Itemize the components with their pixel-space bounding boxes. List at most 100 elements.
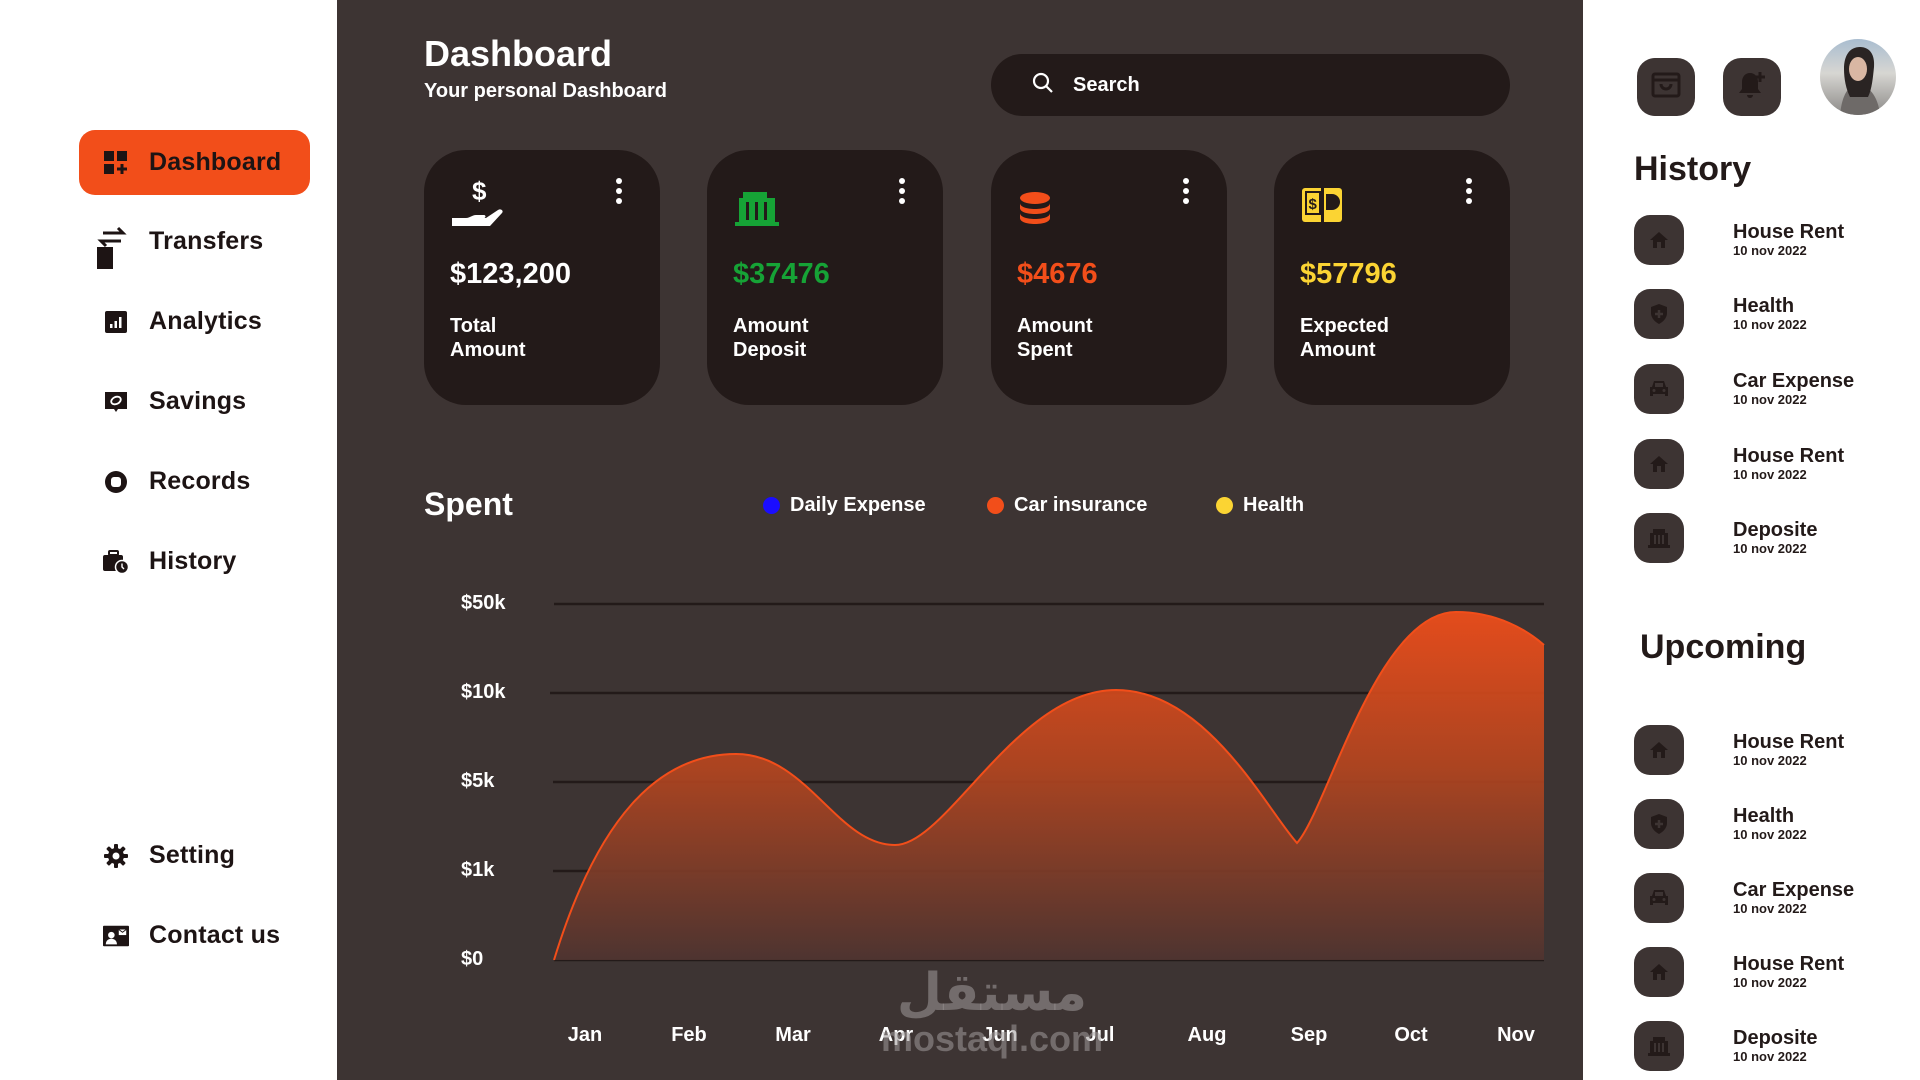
- legend-dot: [987, 497, 1004, 514]
- search-icon: [1031, 71, 1055, 100]
- sidebar-item-contact-us[interactable]: Contact us: [79, 903, 310, 968]
- card-label: Amount Deposit: [733, 315, 809, 361]
- card-total-amount: $ $123,200 Total Amount: [424, 150, 660, 405]
- bank-icon: [733, 176, 793, 232]
- notification-button[interactable]: [1723, 58, 1781, 116]
- upcoming-item[interactable]: Health 10 nov 2022: [1634, 798, 1894, 850]
- history-item[interactable]: House Rent 10 nov 2022: [1634, 214, 1894, 266]
- y-tick-label: $10k: [461, 681, 506, 703]
- bank-icon: [1634, 513, 1684, 563]
- gear-icon: [103, 843, 129, 869]
- history-item[interactable]: Car Expense 10 nov 2022: [1634, 363, 1894, 415]
- house-icon: [1634, 725, 1684, 775]
- sidebar-item-label: Transfers: [149, 227, 264, 255]
- history-item[interactable]: Deposite 10 nov 2022: [1634, 512, 1894, 564]
- history-item[interactable]: Health 10 nov 2022: [1634, 288, 1894, 340]
- sidebar-item-setting[interactable]: Setting: [79, 823, 310, 888]
- x-tick-label: Jul: [1085, 1024, 1115, 1046]
- history-item[interactable]: House Rent 10 nov 2022: [1634, 438, 1894, 490]
- bell-plus-icon: [1736, 69, 1768, 106]
- avatar[interactable]: [1820, 39, 1896, 115]
- history-title: History: [1634, 150, 1752, 188]
- sidebar-item-analytics[interactable]: Analytics: [79, 289, 310, 354]
- money-bill-icon: $: [1300, 176, 1360, 232]
- upcoming-item[interactable]: House Rent 10 nov 2022: [1634, 946, 1894, 998]
- card-menu-button[interactable]: [1464, 178, 1474, 204]
- watermark: مستقل mostaql.com: [880, 964, 1104, 1059]
- dashboard-icon: [103, 150, 129, 176]
- house-icon: [1634, 947, 1684, 997]
- history-icon: [103, 549, 129, 575]
- records-icon: [103, 469, 129, 495]
- legend-item-car-insurance[interactable]: Car insurance: [987, 494, 1147, 517]
- card-value: $57796: [1300, 258, 1397, 290]
- y-tick-label: $5k: [461, 770, 495, 792]
- card-expected-amount: $ $57796 Expected Amount: [1274, 150, 1510, 405]
- house-icon: [1634, 439, 1684, 489]
- car-icon: [1634, 873, 1684, 923]
- x-tick-label: Aug: [1187, 1024, 1227, 1046]
- sidebar: Dashboard Transfers Analytics Savings Re…: [0, 0, 337, 1080]
- sidebar-item-label: History: [149, 547, 237, 575]
- contact-icon: [103, 923, 129, 949]
- analytics-icon: [103, 309, 129, 335]
- legend-dot: [763, 497, 780, 514]
- sidebar-item-history[interactable]: History: [79, 529, 310, 594]
- bank-icon: [1634, 1021, 1684, 1071]
- legend-item-health[interactable]: Health: [1216, 494, 1304, 517]
- area-chart: [550, 602, 1545, 962]
- legend-dot: [1216, 497, 1233, 514]
- x-tick-label: Sep: [1290, 1024, 1328, 1046]
- card-value: $37476: [733, 258, 830, 290]
- health-shield-icon: [1634, 799, 1684, 849]
- hand-dollar-icon: $: [450, 176, 510, 232]
- x-tick-label: Apr: [878, 1024, 914, 1046]
- y-tick-label: $1k: [461, 859, 495, 881]
- card-menu-button[interactable]: [614, 178, 624, 204]
- card-menu-button[interactable]: [1181, 178, 1191, 204]
- upcoming-title: Upcoming: [1640, 628, 1807, 666]
- health-shield-icon: [1634, 289, 1684, 339]
- x-tick-label: Mar: [775, 1024, 811, 1046]
- sidebar-item-label: Setting: [149, 841, 236, 869]
- sidebar-item-records[interactable]: Records: [79, 449, 310, 514]
- sidebar-item-label: Contact us: [149, 921, 281, 949]
- x-tick-label: Jun: [982, 1024, 1018, 1046]
- card-label: Expected Amount: [1300, 315, 1389, 361]
- card-amount-deposit: $37476 Amount Deposit: [707, 150, 943, 405]
- sidebar-item-transfers[interactable]: Transfers: [79, 209, 310, 274]
- y-tick-label: $0: [461, 948, 484, 970]
- search-input[interactable]: Search: [991, 54, 1510, 116]
- main-content: Dashboard Your personal Dashboard Search…: [337, 0, 1583, 1080]
- house-icon: [1634, 215, 1684, 265]
- sidebar-item-label: Analytics: [149, 307, 262, 335]
- sidebar-item-label: Savings: [149, 387, 247, 415]
- upcoming-item[interactable]: Deposite 10 nov 2022: [1634, 1020, 1894, 1072]
- sidebar-item-label: Dashboard: [149, 148, 282, 176]
- upcoming-item[interactable]: House Rent 10 nov 2022: [1634, 724, 1894, 776]
- car-icon: [1634, 364, 1684, 414]
- card-value: $4676: [1017, 258, 1098, 290]
- upcoming-item[interactable]: Car Expense 10 nov 2022: [1634, 872, 1894, 924]
- chart-title: Spent: [424, 486, 513, 522]
- sidebar-item-savings[interactable]: Savings: [79, 369, 310, 434]
- x-tick-label: Jan: [567, 1024, 603, 1046]
- svg-text:$: $: [472, 176, 487, 206]
- coins-stack-icon: [1017, 176, 1077, 232]
- y-tick-label: $50k: [461, 592, 506, 614]
- card-menu-button[interactable]: [897, 178, 907, 204]
- x-tick-label: Feb: [671, 1024, 707, 1046]
- shopping-bag-icon: [1651, 70, 1681, 105]
- svg-text:$: $: [1309, 196, 1318, 213]
- savings-icon: [103, 389, 129, 415]
- shop-button[interactable]: [1637, 58, 1695, 116]
- x-tick-label: Oct: [1394, 1024, 1428, 1046]
- card-value: $123,200: [450, 258, 571, 290]
- page-title: Dashboard: [424, 33, 613, 74]
- card-amount-spent: $4676 Amount Spent: [991, 150, 1227, 405]
- legend-item-daily-expense[interactable]: Daily Expense: [763, 494, 926, 517]
- page-subtitle: Your personal Dashboard: [424, 80, 668, 102]
- card-label: Amount Spent: [1017, 315, 1093, 361]
- sidebar-item-dashboard[interactable]: Dashboard: [79, 130, 310, 195]
- card-label: Total Amount: [450, 315, 526, 361]
